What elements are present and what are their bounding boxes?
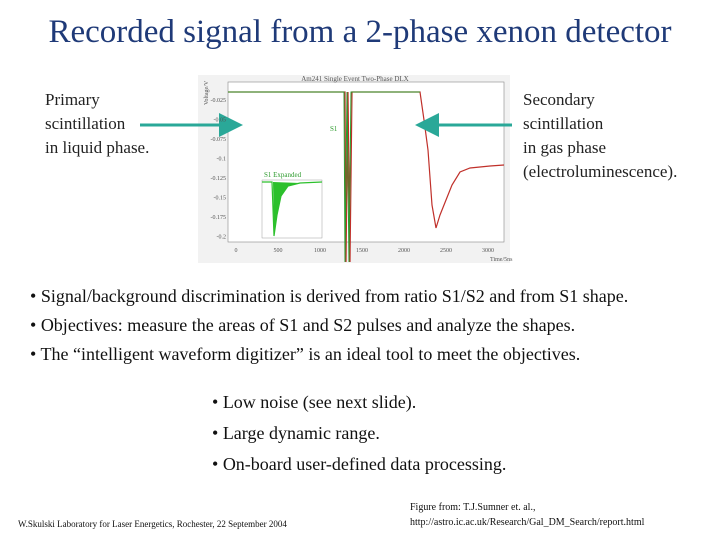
bullet: • Objectives: measure the areas of S1 an… bbox=[30, 315, 576, 335]
figure-title: Am241 Single Event Two-Phase DLX bbox=[301, 75, 408, 83]
note-line: Primary bbox=[45, 90, 100, 109]
y-tick-label: -0.15 bbox=[214, 196, 227, 202]
bullet: • Signal/background discrimination is de… bbox=[30, 286, 629, 306]
right-note: Secondary scintillation in gas phase (el… bbox=[523, 88, 677, 184]
left-note: Primary scintillation in liquid phase. bbox=[45, 88, 149, 160]
y-tick-label: -0.175 bbox=[211, 215, 227, 221]
note-line: (electroluminescence). bbox=[523, 162, 678, 181]
y-tick-label: -0.075 bbox=[211, 137, 227, 143]
note-line: Secondary bbox=[523, 90, 595, 109]
y-tick-label: -0.1 bbox=[217, 157, 227, 163]
s1-pulse bbox=[228, 91, 420, 263]
bullet-text: Signal/background discrimination is deri… bbox=[40, 286, 629, 306]
footer-line: http://astro.ic.ac.uk/Research/Gal_DM_Se… bbox=[410, 517, 645, 528]
y-tick-label: -0.025 bbox=[211, 98, 227, 104]
x-tick-label: 3000 bbox=[482, 248, 494, 254]
s1-fill bbox=[273, 182, 300, 236]
note-line: in liquid phase. bbox=[45, 138, 150, 157]
footer-right: Figure from: T.J.Sumner et. al., http://… bbox=[410, 500, 644, 530]
bullet-text: On-board user-defined data processing. bbox=[222, 454, 507, 474]
bullet: • The “intelligent waveform digitizer” i… bbox=[30, 344, 581, 364]
note-line: in gas phase bbox=[523, 138, 607, 157]
sub-bullet: • Large dynamic range. bbox=[212, 423, 380, 443]
y-tick-label: -0.125 bbox=[211, 176, 227, 182]
y-tick-label: -0.05 bbox=[214, 118, 227, 124]
footer-left: W.Skulski Laboratory for Laser Energetic… bbox=[18, 519, 287, 529]
bullet-text: Low noise (see next slide). bbox=[222, 392, 417, 412]
x-tick-label: 500 bbox=[274, 248, 283, 254]
x-tick-label: 2000 bbox=[398, 248, 410, 254]
x-tick-label: 1500 bbox=[356, 248, 368, 254]
s1-label: S1 bbox=[330, 125, 338, 133]
bullet-text: Large dynamic range. bbox=[222, 423, 380, 443]
sub-bullet: • Low noise (see next slide). bbox=[212, 392, 417, 412]
y-label: Voltage/V bbox=[204, 80, 210, 105]
note-line: scintillation bbox=[45, 114, 126, 133]
bullet-text: Objectives: measure the areas of S1 and … bbox=[40, 315, 576, 335]
x-label: Time/5ns bbox=[490, 257, 513, 263]
note-line: scintillation bbox=[523, 114, 604, 133]
sub-bullet: • On-board user-defined data processing. bbox=[212, 454, 507, 474]
footer-line: Figure from: T.J.Sumner et. al., bbox=[410, 502, 536, 513]
expanded-label: S1 Expanded bbox=[264, 171, 302, 179]
inset bbox=[261, 179, 323, 239]
x-tick-label: 0 bbox=[235, 248, 238, 254]
x-tick-label: 2500 bbox=[440, 248, 452, 254]
bullet-text: The “intelligent waveform digitizer” is … bbox=[40, 344, 581, 364]
y-tick-label: -0.2 bbox=[217, 235, 227, 241]
x-tick-label: 1000 bbox=[314, 248, 326, 254]
slide-title: Recorded signal from a 2-phase xenon det… bbox=[48, 14, 672, 50]
